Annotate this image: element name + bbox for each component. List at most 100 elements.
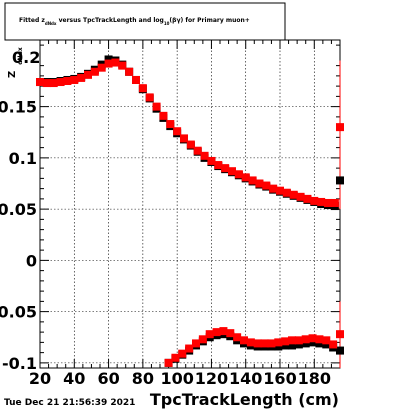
data-point-s1 [281,337,290,346]
data-point-s1 [132,75,140,84]
data-point-s1 [241,173,250,182]
data-point-s1 [246,338,255,347]
data-point-s0 [281,341,290,350]
data-point-s1 [233,333,242,342]
data-point-s1 [282,188,291,197]
plot-frame [39,39,341,369]
data-point-s0 [315,339,324,348]
data-point-s1 [221,164,230,173]
data-point-s1 [255,179,264,188]
data-point-s0 [336,346,344,355]
data-point-s1 [186,140,195,149]
data-point-s1 [260,339,269,348]
data-markers [36,55,344,367]
data-point-s1 [198,335,207,344]
data-point-s1 [226,329,235,338]
x-tick-label: 60 [97,369,119,388]
data-point-s1 [145,93,154,102]
data-point-s1 [111,58,120,67]
x-tick-labels: 20 40 60 80 100 120 140 160 180 [29,369,331,388]
data-point-s1 [324,198,332,207]
data-point-s0 [322,340,331,349]
data-point-s1 [185,344,194,353]
data-point-s0 [288,341,296,350]
data-point-s0 [274,342,283,351]
y-tick-label: 0.1 [9,149,37,168]
data-point-s1 [274,338,283,347]
y-tick-labels: -0.1 -0.05 0 0.05 0.1 0.15 [0,98,37,373]
data-point-s1 [330,198,339,207]
data-point-s1 [269,184,278,193]
top-tick-label: 0.2 [12,48,40,67]
x-tick-label: 20 [29,369,51,388]
data-point-s1 [248,176,257,185]
x-tick-label: 80 [132,369,154,388]
x-tick-label: 160 [263,369,296,388]
data-point-s1 [56,78,65,87]
data-point-s1 [77,73,86,82]
data-point-s1 [234,170,243,179]
data-point-s1 [180,134,188,143]
x-axis-title: TpcTrackLength (cm) [150,390,339,409]
svg-text:ZdNdx: ZdNdx [7,47,24,78]
data-point-s1 [317,197,326,206]
x-tick-label: 100 [160,369,193,388]
data-point-s1 [84,70,92,79]
data-point-s1 [214,161,223,170]
data-point-s1 [308,334,317,343]
data-point-s1 [138,84,147,93]
data-point-s1 [303,194,312,203]
data-point-s1 [104,59,113,68]
data-point-s1 [205,330,214,339]
data-point-s1 [310,196,319,205]
data-point-s1 [336,123,344,132]
data-point-s0 [294,340,303,349]
y-tick-label: 0 [26,251,37,270]
data-point-s1 [301,335,310,344]
data-point-s1 [118,61,127,70]
grid-lines [39,40,340,368]
data-point-s1 [294,336,303,345]
data-point-s1 [240,336,248,345]
y-tick-label: -0.1 [2,354,37,373]
y-tick-label: 0.05 [0,200,37,219]
data-point-s1 [97,63,106,72]
data-point-s1 [159,111,168,120]
data-point-s1 [228,167,236,176]
data-point-s1 [70,75,79,84]
y-tick-label: -0.05 [0,303,37,322]
data-point-s1 [49,79,58,88]
data-point-s1 [253,339,262,348]
data-point-s1 [125,67,134,76]
data-point-s1 [173,127,182,136]
data-point-s0 [301,339,310,348]
data-point-s1 [207,156,216,165]
y-axis-title: ZdNdx [7,47,24,78]
data-point-s0 [104,55,113,64]
data-point-s1 [63,77,72,85]
timestamp: Tue Dec 21 21:56:39 2021 [4,398,135,408]
data-point-s1 [200,151,209,160]
data-point-s1 [288,336,296,345]
data-point-s1 [90,67,99,76]
data-point-s1 [219,327,228,336]
x-tick-label: 120 [195,369,228,388]
data-point-s1 [193,146,202,155]
data-point-s1 [315,335,324,344]
data-point-s1 [152,102,161,111]
x-tick-label: 40 [63,369,85,388]
data-point-s1 [164,358,173,367]
x-tick-label: 140 [229,369,262,388]
y-tick-label: 0.15 [0,98,37,117]
data-point-s1 [276,186,284,195]
data-point-s1 [336,330,344,339]
data-point-s1 [329,340,338,349]
data-point-s1 [267,339,276,348]
data-point-s1 [212,328,221,337]
axis-ticks [39,40,341,368]
data-point-s1 [289,190,298,199]
data-point-s1 [322,336,331,345]
data-point-s1 [36,78,44,87]
data-point-s1 [166,120,175,129]
